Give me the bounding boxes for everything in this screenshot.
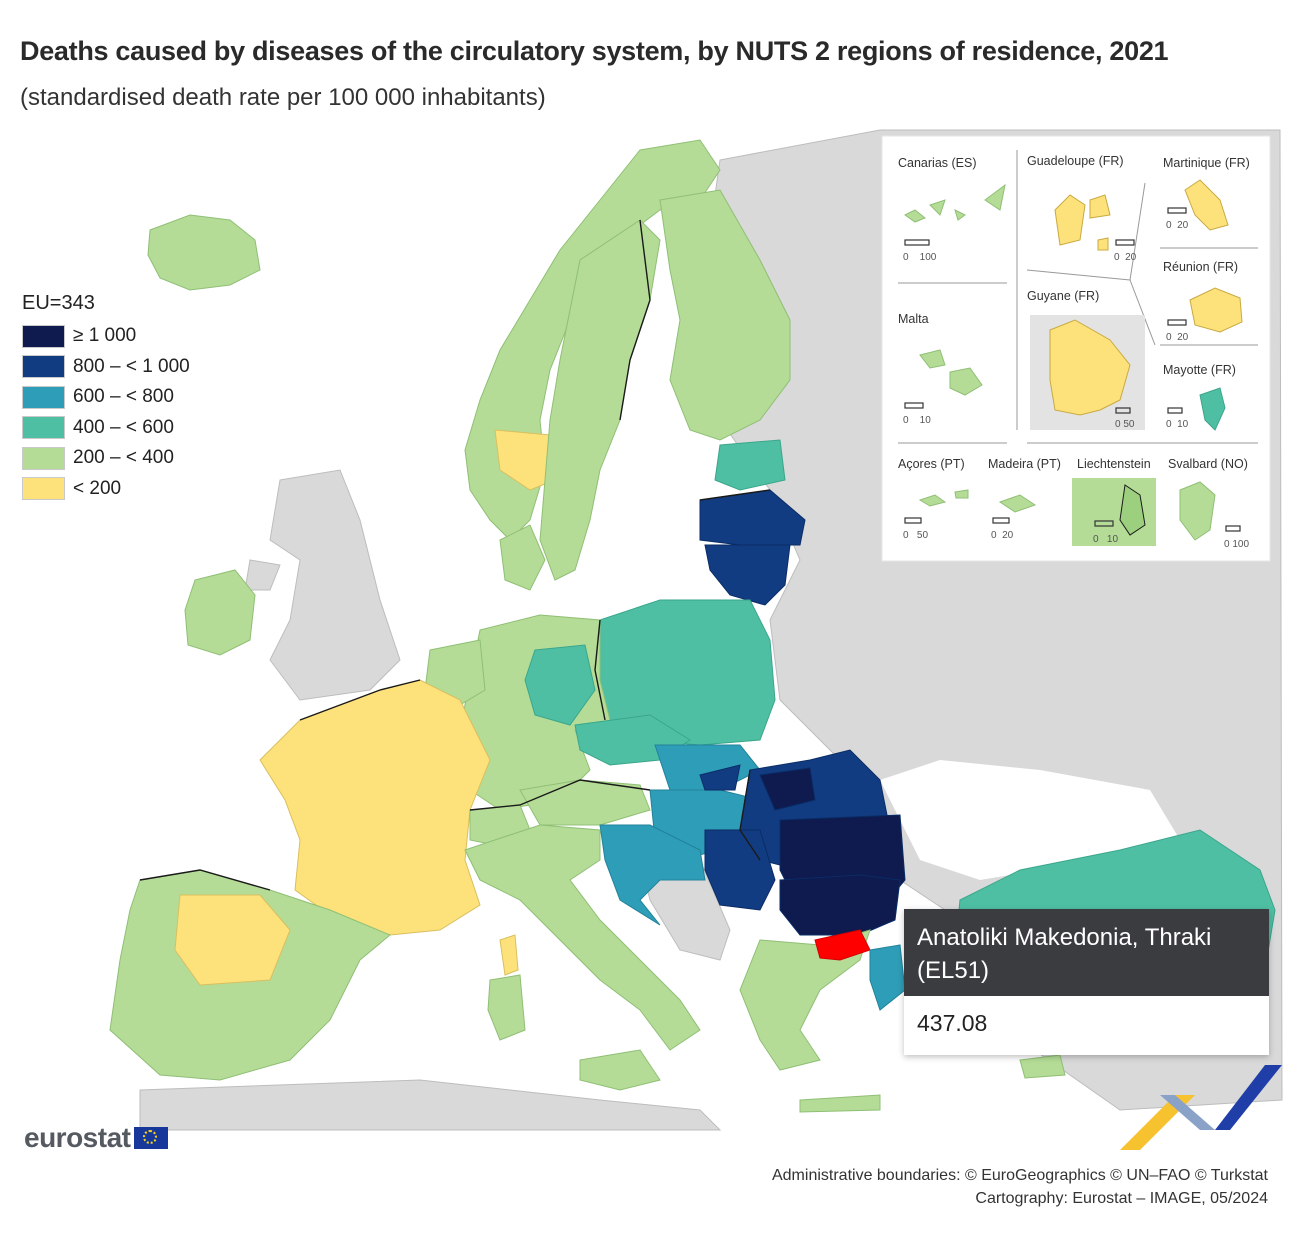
- scale-label: 0 10: [1166, 419, 1189, 430]
- eu-flag-icon: [134, 1127, 169, 1149]
- region-bulgaria: [779, 874, 901, 936]
- tooltip-value: 437.08: [917, 1010, 988, 1036]
- region-lithuania: [704, 544, 791, 606]
- legend-item: 400 – < 600: [22, 413, 190, 444]
- region-ireland: [184, 569, 256, 656]
- inset-label: Madeira (PT): [988, 457, 1061, 471]
- region-finland: [659, 189, 791, 441]
- region-anatoliki-makedonia-thraki-highlighted[interactable]: [814, 929, 871, 961]
- inset-label: Açores (PT): [898, 457, 965, 471]
- region-tooltip: Anatoliki Makedonia, Thraki (EL51) 437.0…: [904, 909, 1269, 1055]
- legend-swatch: [22, 416, 65, 440]
- region-estonia: [714, 439, 786, 491]
- scale-bars: [904, 207, 1241, 532]
- logo-text: eurostat: [24, 1122, 131, 1153]
- region-serbia: [704, 829, 776, 911]
- martinique-shape: [1184, 179, 1229, 231]
- acores-shape: [918, 489, 969, 507]
- inset-label: Mayotte (FR): [1163, 363, 1236, 377]
- malta-shape: [919, 349, 983, 396]
- scale-label: 0 10: [903, 415, 931, 426]
- scale-label: 0 100: [1224, 539, 1249, 550]
- decorative-stripes: [1120, 1065, 1282, 1150]
- legend-swatch: [22, 355, 65, 379]
- inset-label: Canarias (ES): [898, 156, 977, 170]
- inset-label: Liechtenstein: [1077, 457, 1151, 471]
- inset-label: Svalbard (NO): [1168, 457, 1248, 471]
- black-sea: [880, 760, 1180, 880]
- credits-cartography: Cartography: Eurostat – IMAGE, 05/2024: [975, 1190, 1268, 1207]
- svalbard-shape: [1179, 481, 1216, 541]
- map-title: Deaths caused by diseases of the circula…: [20, 36, 1169, 66]
- credits: Administrative boundaries: © EuroGeograp…: [772, 1164, 1268, 1210]
- legend-item: < 200: [22, 474, 190, 505]
- legend-label: 400 – < 600: [73, 416, 174, 438]
- region-eastern-germany: [524, 644, 596, 726]
- scale-label: 0 20: [991, 530, 1014, 541]
- legend-item: 200 – < 400: [22, 443, 190, 474]
- map-subtitle: (standardised death rate per 100 000 inh…: [20, 84, 546, 111]
- legend-label: 200 – < 400: [73, 447, 174, 469]
- legend-swatch: [22, 385, 65, 409]
- reunion-shape: [1189, 287, 1243, 333]
- madeira-shape: [998, 494, 1037, 513]
- region-oslo: [494, 429, 556, 491]
- legend-item: 800 – < 1 000: [22, 352, 190, 383]
- inset-label: Guadeloupe (FR): [1027, 154, 1124, 168]
- legend-title: EU=343: [22, 292, 95, 314]
- region-sweden: [539, 219, 661, 581]
- inset-label: Martinique (FR): [1163, 156, 1250, 170]
- inset-label: Malta: [898, 312, 929, 326]
- scale-label: 0 20: [1114, 252, 1137, 263]
- guadeloupe-shape: [1054, 194, 1111, 251]
- legend-label: ≥ 1 000: [73, 325, 137, 347]
- inset-label: Réunion (FR): [1163, 260, 1238, 274]
- region-sicily: [579, 1049, 661, 1091]
- guyane-shape: [1049, 319, 1131, 416]
- scale-label: 0 50: [903, 530, 928, 541]
- legend-label: < 200: [73, 477, 122, 499]
- region-romania-nw: [759, 767, 816, 811]
- region-italy: [464, 824, 701, 1051]
- eurostat-logo[interactable]: eurostat: [24, 1122, 169, 1154]
- country-borders: [139, 219, 771, 891]
- mayotte-shape: [1199, 387, 1226, 431]
- region-crete: [799, 1094, 881, 1113]
- region-corsica: [499, 934, 519, 976]
- region-iceland: [147, 214, 261, 291]
- legend-swatch: [22, 477, 65, 501]
- region-hungary-north: [699, 764, 741, 791]
- legend-label: 600 – < 800: [73, 386, 174, 408]
- region-sardinia: [487, 974, 526, 1041]
- canarias-shape: [904, 183, 1006, 223]
- region-france: [259, 679, 491, 936]
- scale-label: 0 20: [1166, 332, 1189, 343]
- insets-panel: Canarias (ES) Guadeloupe (FR) Martinique…: [881, 135, 1271, 562]
- credits-boundaries: Administrative boundaries: © EuroGeograp…: [771, 1167, 1268, 1184]
- scale-label: 0 100: [903, 252, 937, 263]
- scale-label: 0 50: [1115, 419, 1135, 430]
- region-cyprus: [1019, 1054, 1066, 1079]
- scale-label: 0 10: [1093, 534, 1118, 545]
- inset-label: Guyane (FR): [1027, 289, 1099, 303]
- legend-item: ≥ 1 000: [22, 321, 190, 352]
- liechtenstein-shape: [1119, 484, 1146, 536]
- legend-swatch: [22, 324, 65, 348]
- region-aegean-islands: [869, 944, 906, 1011]
- region-denmark: [499, 524, 546, 591]
- scale-label: 0 20: [1166, 220, 1189, 231]
- tooltip-region-name: Anatoliki Makedonia, Thraki (EL51): [904, 909, 1269, 996]
- region-croatia: [599, 824, 706, 926]
- region-central-spain: [174, 894, 291, 986]
- legend-swatch: [22, 446, 65, 470]
- legend-label: 800 – < 1 000: [73, 355, 190, 377]
- legend: EU=343 ≥ 1 000 800 – < 1 000 600 – < 800…: [22, 292, 190, 504]
- legend-item: 600 – < 800: [22, 382, 190, 413]
